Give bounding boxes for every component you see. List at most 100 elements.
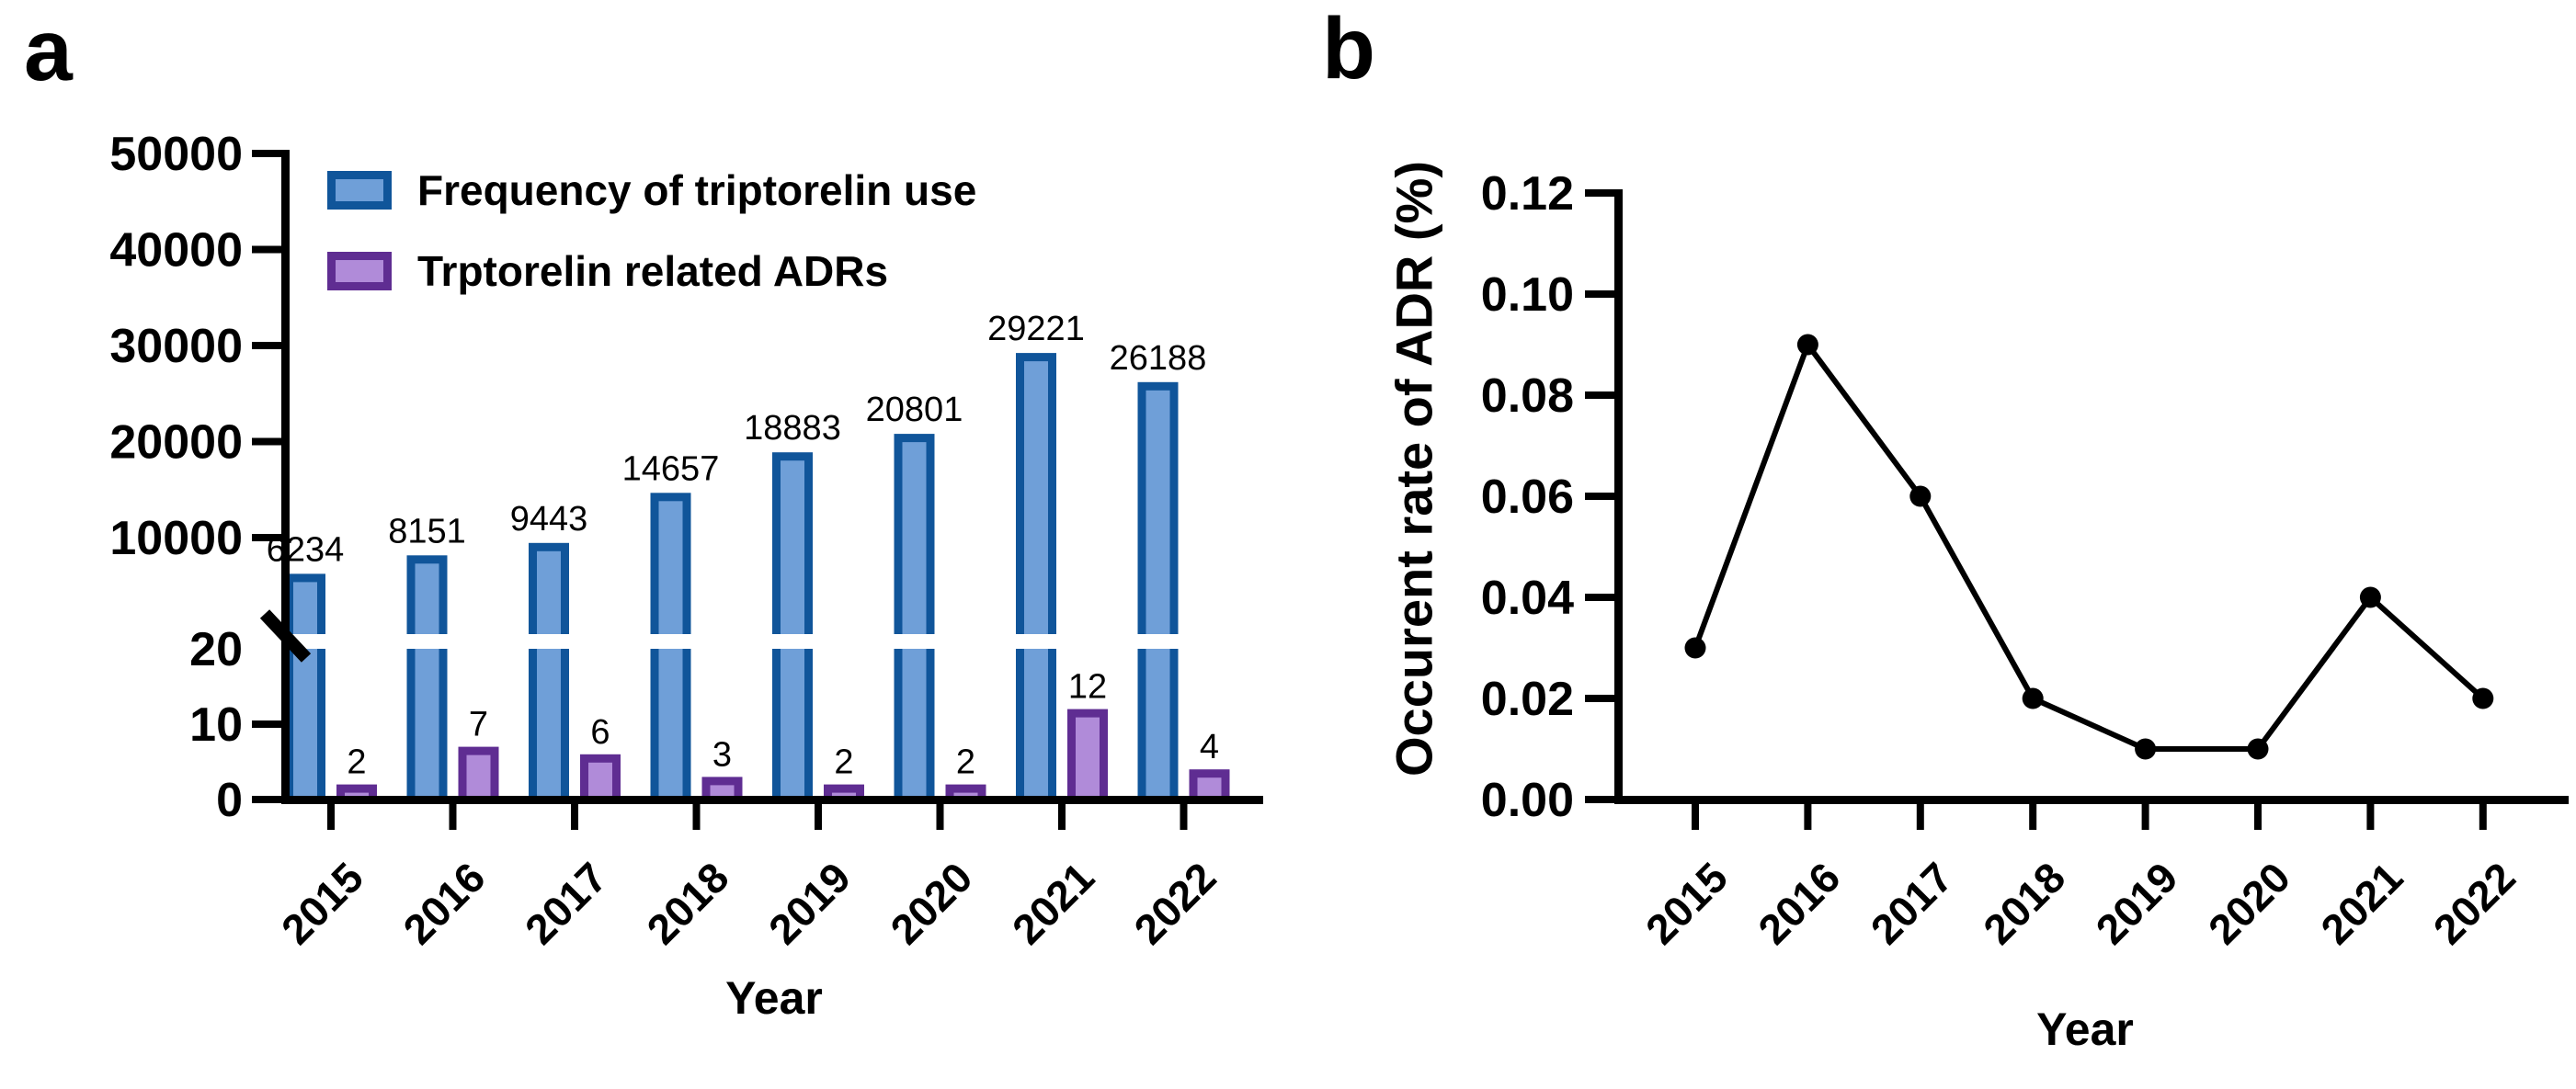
axis-break-gap-2022 [1134, 634, 1182, 649]
data-point-2018 [2022, 687, 2044, 709]
panel-b-y-tick-1 [1585, 695, 1614, 702]
bar-adr-fill-2019 [832, 792, 856, 798]
adr-rate-line [1693, 338, 2485, 752]
legend-label-adr: Trptorelin related ADRs [417, 247, 889, 295]
bar-frequency-fill-2022 [1146, 390, 1170, 798]
panel-b-x-tick-2022 [2479, 804, 2487, 830]
legend-item-adr: Trptorelin related ADRs [327, 246, 976, 296]
bar-adr-fill-2022 [1197, 777, 1222, 798]
bar-value-label-frequency-2021: 29221 [987, 310, 1085, 348]
panel-b-x-tick-2019 [2141, 804, 2149, 830]
bar-value-label-adr-2015: 2 [347, 743, 366, 782]
bar-adr-fill-2015 [345, 792, 369, 798]
panel-a-x-tick-label-2018: 2018 [637, 853, 737, 953]
y-tick-upper-50000 [252, 150, 281, 157]
panel-b-x-tick-label-2021: 2021 [2311, 853, 2411, 953]
data-point-2020 [2247, 738, 2269, 760]
panel-a-x-tick-2018 [692, 804, 701, 830]
bar-value-label-adr-2021: 12 [1068, 668, 1107, 707]
bar-value-label-adr-2017: 6 [590, 713, 610, 752]
panel-a-x-tick-2022 [1180, 804, 1188, 830]
bar-value-label-frequency-2016: 8151 [388, 512, 466, 550]
data-point-2016 [1796, 334, 1818, 356]
axis-break-icon [259, 609, 312, 663]
bar-value-label-adr-2019: 2 [834, 743, 853, 782]
bar-value-label-frequency-2022: 26188 [1110, 339, 1207, 378]
panel-b-x-tick-2021 [2366, 804, 2375, 830]
y-tick-upper-30000 [252, 342, 281, 349]
panel-a-x-tick-label-2020: 2020 [881, 853, 981, 953]
panel-a-x-tick-label-2016: 2016 [393, 853, 494, 953]
panel-b-y-tick-label-4: 0.08 [1481, 369, 1574, 423]
panel-a-x-tick-label-2019: 2019 [759, 853, 860, 953]
panel-b-x-tick-label-2018: 2018 [1974, 853, 2074, 953]
y-tick-lower-10 [252, 720, 281, 728]
panel-b-y-tick-4 [1585, 391, 1614, 399]
panel-a-x-tick-2017 [571, 804, 578, 830]
panel-b-y-axis [1614, 189, 1623, 804]
panel-b-y-tick-0 [1585, 796, 1614, 803]
panel-a-x-tick-label-2021: 2021 [1003, 853, 1103, 953]
panel-a-x-tick-2015 [327, 804, 335, 830]
bar-value-label-frequency-2017: 9443 [510, 500, 588, 539]
panel-a-x-tick-label-2015: 2015 [272, 853, 372, 953]
panel-a-label: a [24, 2, 73, 99]
bar-adr-fill-2017 [588, 762, 612, 798]
bar-frequency-fill-2020 [902, 442, 927, 798]
data-point-2022 [2472, 687, 2494, 709]
panel-b-x-tick-2020 [2254, 804, 2262, 830]
panel-a-x-tick-2020 [936, 804, 944, 830]
panel-b-x-tick-2015 [1692, 804, 1699, 830]
panel-a-x-tick-2021 [1058, 804, 1066, 830]
bar-value-label-frequency-2018: 14657 [622, 449, 720, 488]
data-point-2019 [2135, 738, 2157, 760]
data-point-2017 [1909, 485, 1932, 507]
panel-b-y-tick-2 [1585, 594, 1614, 601]
panel-b-y-axis-title: Occurent rate of ADR (%) [1385, 160, 1443, 777]
bar-value-label-frequency-2019: 18883 [744, 409, 841, 448]
bar-adr-fill-2021 [1076, 717, 1100, 798]
y-tick-lower-0 [252, 796, 281, 803]
bar-value-label-adr-2022: 4 [1200, 728, 1219, 766]
bar-frequency-fill-2017 [537, 550, 561, 798]
y-tick-label-50000: 50000 [109, 128, 243, 181]
axis-break-gap-2016 [403, 634, 451, 649]
data-point-2021 [2359, 586, 2381, 608]
panel-b-y-tick-label-0: 0.00 [1481, 774, 1574, 827]
panel-b-x-tick-label-2019: 2019 [2087, 853, 2187, 953]
panel-a-x-tick-2019 [815, 804, 822, 830]
panel-a-x-tick-label-2022: 2022 [1124, 853, 1225, 953]
panel-b-x-axis [1614, 796, 2569, 804]
panel-b-x-tick-label-2020: 2020 [2199, 853, 2299, 953]
bar-adr-fill-2020 [953, 792, 978, 798]
y-tick-label-10000: 10000 [109, 512, 243, 565]
panel-b-label: b [1322, 0, 1376, 97]
panel-b-x-tick-label-2016: 2016 [1749, 853, 1849, 953]
panel-b-x-tick-label-2015: 2015 [1636, 853, 1737, 953]
bar-frequency-fill-2016 [415, 563, 439, 798]
y-tick-label-20000: 20000 [109, 416, 243, 470]
y-tick-label-low-10: 10 [189, 698, 243, 752]
panel-b-y-tick-5 [1585, 290, 1614, 298]
bar-value-label-adr-2016: 7 [469, 706, 488, 744]
bar-value-label-adr-2020: 2 [956, 743, 975, 782]
panel-b-y-tick-label-5: 0.10 [1481, 268, 1574, 322]
bar-adr-fill-2018 [710, 785, 735, 798]
panel-a-x-axis-title: Year [725, 972, 823, 1024]
bar-frequency-fill-2018 [658, 501, 683, 798]
bar-frequency-fill-2015 [293, 582, 317, 798]
adr-swatch-icon [327, 252, 392, 290]
y-tick-label-low-20: 20 [189, 623, 243, 676]
y-tick-label-low-0: 0 [216, 774, 243, 827]
axis-break-gap-2021 [1012, 634, 1060, 649]
data-point-2015 [1684, 637, 1706, 659]
axis-break-gap-2019 [769, 634, 816, 649]
panel-b-x-tick-label-2017: 2017 [1862, 853, 1962, 953]
axis-break-gap-2020 [890, 634, 939, 649]
bar-value-label-adr-2018: 3 [712, 735, 732, 774]
panel-b-y-tick-3 [1585, 493, 1614, 500]
axis-break-gap-2017 [525, 634, 573, 649]
bar-value-label-frequency-2020: 20801 [866, 391, 963, 429]
panel-b-y-tick-label-3: 0.06 [1481, 471, 1574, 524]
panel-b-x-axis-title: Year [2036, 1004, 2134, 1055]
